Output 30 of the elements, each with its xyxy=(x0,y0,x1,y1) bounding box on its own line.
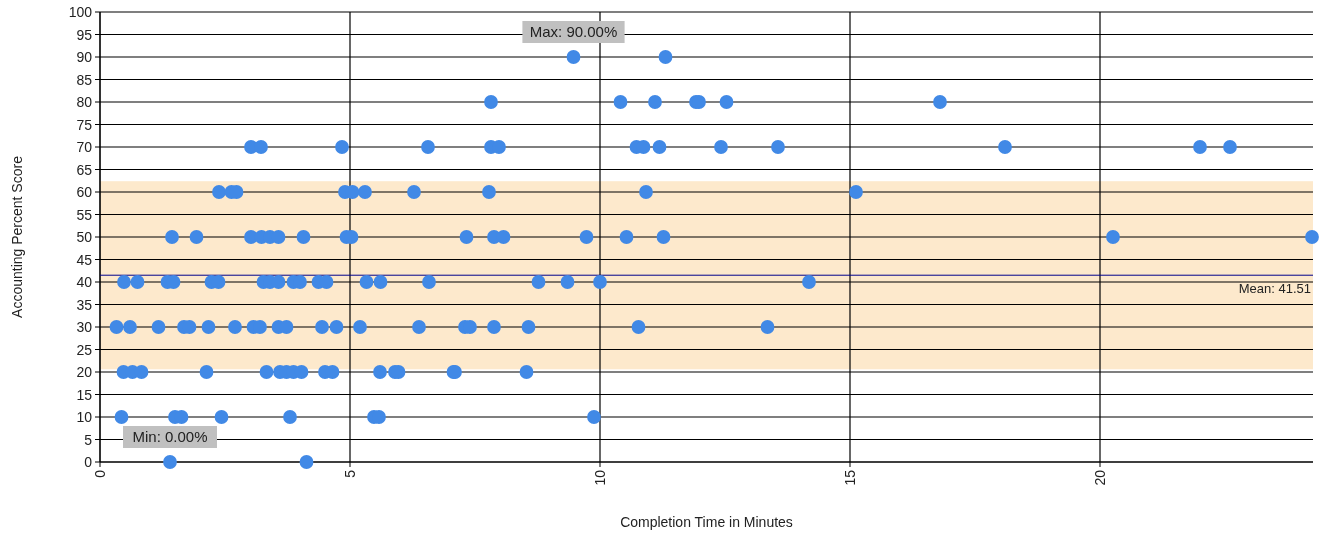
y-tick-label: 100 xyxy=(68,4,93,20)
x-tick-label: 10 xyxy=(592,469,608,486)
x-tick-label: 20 xyxy=(1092,469,1108,486)
y-tick-label: 10 xyxy=(76,409,93,425)
y-tick-label: 45 xyxy=(76,251,93,268)
x-tick-label: 5 xyxy=(342,469,358,478)
y-tick-label: 70 xyxy=(76,139,93,155)
y-tick-label: 80 xyxy=(76,94,93,110)
y-tick-label: 85 xyxy=(76,71,93,88)
y-tick-label: 55 xyxy=(76,206,93,223)
y-tick-label: 25 xyxy=(76,341,93,358)
y-tick-label: 75 xyxy=(76,116,93,133)
y-tick-label: 40 xyxy=(76,274,93,290)
ref-line-label: Mean: 41.51 xyxy=(1238,281,1311,297)
y-tick-label: 5 xyxy=(84,431,93,448)
x-axis-title: Completion Time in Minutes xyxy=(620,514,793,530)
y-tick-label: 90 xyxy=(76,49,93,65)
y-tick-label: 35 xyxy=(76,296,93,313)
annotation: Min: 0.00% xyxy=(132,428,208,445)
y-tick-label: 60 xyxy=(76,184,93,200)
y-tick-label: 15 xyxy=(76,386,93,403)
y-tick-label: 20 xyxy=(76,364,93,380)
x-tick-label: 0 xyxy=(92,469,108,478)
annotation: Max: 90.00% xyxy=(529,23,618,40)
y-axis-title: Accounting Percent Score xyxy=(9,155,25,318)
x-tick-label: 15 xyxy=(842,469,858,486)
y-tick-label: 65 xyxy=(76,161,93,178)
y-tick-label: 50 xyxy=(76,229,93,245)
y-tick-label: 30 xyxy=(76,319,93,335)
y-tick-label: 95 xyxy=(76,26,93,43)
